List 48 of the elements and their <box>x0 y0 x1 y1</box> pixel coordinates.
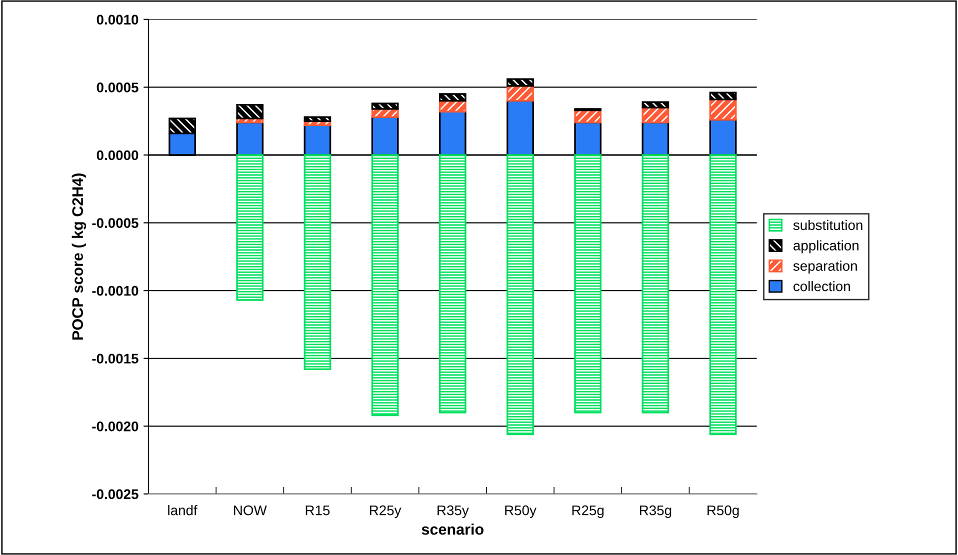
bar <box>642 101 670 108</box>
legend-label: collection <box>794 281 850 292</box>
bar <box>371 116 399 156</box>
x-tick-label: R50g <box>708 505 739 518</box>
bar <box>709 98 737 121</box>
bar <box>709 92 737 100</box>
bar <box>438 110 466 156</box>
y-tick-label: -0.0015 <box>92 354 138 364</box>
bar <box>236 122 264 156</box>
bar <box>574 122 602 156</box>
legend-label: application <box>794 240 858 254</box>
y-tick-label: 0.0000 <box>96 150 138 160</box>
bar <box>709 118 737 156</box>
bar <box>574 109 602 124</box>
x-axis-title: scenario <box>422 524 484 535</box>
legend-label: substitution <box>793 220 862 230</box>
x-tick-label: R50y <box>505 505 536 518</box>
bar <box>438 93 466 102</box>
bar <box>506 85 534 102</box>
y-axis-title: POCP score ( kg C2H4) <box>72 174 86 340</box>
bar <box>438 154 466 414</box>
x-tick-label: landf <box>168 505 198 516</box>
x-tick-label: R15 <box>306 506 330 516</box>
y-tick-label: -0.0020 <box>92 421 138 432</box>
bar <box>371 102 399 110</box>
bar <box>506 100 534 156</box>
bar <box>506 78 534 87</box>
y-tick-label: 0.0005 <box>96 82 138 92</box>
bar <box>371 154 399 416</box>
bar <box>304 154 332 370</box>
y-tick-label: -0.0005 <box>92 218 138 228</box>
bar <box>709 154 737 436</box>
bar <box>304 116 332 122</box>
bar <box>236 104 264 120</box>
y-tick-label: -0.0010 <box>92 286 138 296</box>
bar <box>506 154 534 436</box>
legend-label: separation <box>793 260 857 274</box>
x-tick-label: R35y <box>438 505 469 518</box>
x-tick-label: NOW <box>234 505 267 516</box>
bar <box>642 154 670 414</box>
y-tick-label: -0.0025 <box>92 489 138 500</box>
x-tick-label: R35g <box>640 505 672 518</box>
x-tick-label: R25y <box>370 505 402 518</box>
y-tick-label: 0.0010 <box>96 14 138 25</box>
bar <box>574 154 602 414</box>
bar <box>642 106 670 124</box>
bar <box>236 154 264 301</box>
x-tick-label: R25g <box>572 505 604 518</box>
